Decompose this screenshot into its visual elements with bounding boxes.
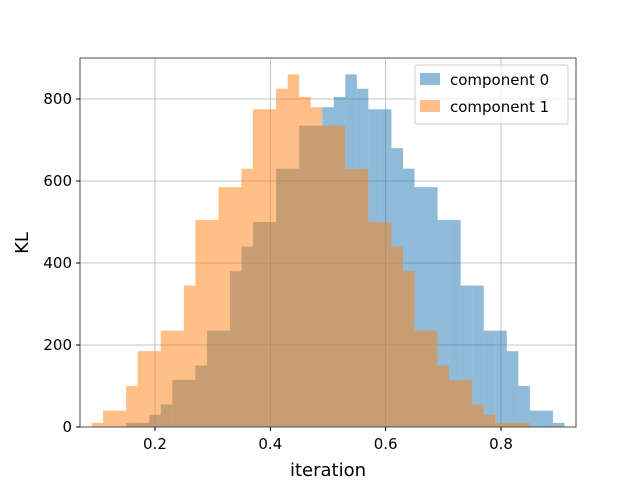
histogram-bar-series-1-bin-17 (287, 74, 300, 428)
histogram-bar-series-0-bin-36 (541, 410, 553, 427)
histogram-bar-series-1-bin-19 (310, 107, 323, 427)
legend-swatch-component-1 (420, 100, 440, 112)
histogram-bar-series-0-bin-29 (460, 285, 473, 427)
histogram-bar-series-1-bin-28 (414, 330, 427, 427)
legend: component 0 component 1 (414, 64, 569, 125)
x-axis-label: iteration (290, 460, 366, 480)
x-tick-label-0: 0.2 (143, 435, 167, 453)
x-axis-ticks: 0.2 0.4 0.6 0.8 (143, 427, 513, 453)
y-axis-ticks: 0 200 400 600 800 (43, 90, 80, 436)
histogram-bar-series-1-bin-30 (437, 365, 450, 427)
histogram-bar-series-0-bin-27 (437, 219, 450, 427)
y-tick-label-3: 600 (43, 172, 72, 190)
histogram-bar-series-1-bin-4 (137, 351, 150, 427)
histogram-bar-series-1-bin-23 (356, 168, 369, 427)
histogram-bar-series-1-bin-11 (218, 187, 230, 427)
histogram-bar-series-1-bin-35 (495, 422, 507, 427)
histogram-bar-series-1-bin-32 (460, 379, 473, 427)
legend-label-component-0: component 0 (450, 71, 549, 89)
y-tick-label-1: 200 (43, 336, 72, 354)
histogram-bar-series-0-bin-28 (449, 219, 461, 427)
histogram-bar-series-0-bin-31 (483, 330, 496, 427)
histogram-bar-series-0-bin-25 (414, 187, 427, 427)
histogram-bar-series-1-bin-12 (229, 187, 242, 427)
histogram-bar-series-1-bin-13 (241, 168, 254, 427)
histogram-bar-series-1-bin-16 (276, 88, 288, 427)
histogram-bar-series-1-bin-5 (149, 351, 161, 427)
histogram-bar-series-1-bin-27 (402, 271, 415, 427)
histogram-bar-series-0-bin-37 (552, 422, 565, 427)
legend-label-component-1: component 1 (450, 98, 549, 116)
histogram-bar-series-1-bin-31 (449, 379, 461, 427)
plot-frame (79, 57, 577, 428)
histogram-bar-series-1-bin-2 (114, 410, 127, 427)
y-tick-label-0: 0 (62, 418, 72, 436)
histogram-bar-series-1-bin-37 (518, 422, 530, 427)
histogram-bar-series-0-bin-30 (472, 285, 484, 427)
histogram-bar-series-1-bin-6 (160, 330, 173, 427)
histogram-bar-series-1-bin-18 (299, 96, 311, 427)
histogram-bar-series-1-bin-20 (322, 125, 334, 428)
histogram-bar-series-1-bin-10 (206, 219, 219, 427)
histogram-bar-series-1-bin-34 (483, 414, 496, 427)
histogram-bar-series-1-bin-26 (391, 246, 403, 427)
histogram-bar-series-1-bin-25 (379, 222, 392, 427)
histogram-bar-series-0-bin-32 (495, 330, 507, 427)
histogram-bar-series-0-bin-26 (426, 187, 438, 427)
histogram-bar-series-1-bin-9 (195, 219, 207, 427)
histogram-bar-series-1-bin-8 (183, 285, 196, 427)
x-tick-label-3: 0.8 (489, 435, 513, 453)
y-tick-label-4: 800 (43, 90, 72, 108)
y-tick-label-2: 400 (43, 254, 72, 272)
legend-swatch-component-0 (420, 73, 440, 85)
histogram-bar-series-1-bin-15 (264, 109, 277, 427)
series-component-1-bars (91, 74, 530, 428)
histogram-bar-series-1-bin-21 (333, 125, 346, 428)
histogram-bar-series-0-bin-34 (518, 386, 530, 427)
histogram-bar-series-1-bin-22 (345, 168, 357, 427)
histogram-bar-series-1-bin-1 (103, 410, 115, 427)
histogram-bar-series-0-bin-33 (506, 351, 519, 427)
histogram-bar-series-1-bin-29 (426, 330, 438, 427)
y-axis-label: KL (12, 232, 33, 254)
legend-frame (414, 64, 569, 125)
histogram-bar-series-1-bin-24 (368, 222, 380, 427)
histogram-bar-series-1-bin-3 (126, 386, 138, 427)
x-tick-label-2: 0.6 (374, 435, 398, 453)
histogram-bar-series-1-bin-36 (506, 422, 519, 427)
histogram-bar-series-0-bin-35 (529, 410, 542, 427)
histogram-bar-series-1-bin-33 (472, 404, 484, 427)
histogram-bar-series-1-bin-0 (91, 422, 104, 427)
x-tick-label-1: 0.4 (258, 435, 282, 453)
histogram-bar-series-1-bin-7 (172, 330, 184, 427)
histogram-bar-series-1-bin-14 (253, 109, 265, 427)
